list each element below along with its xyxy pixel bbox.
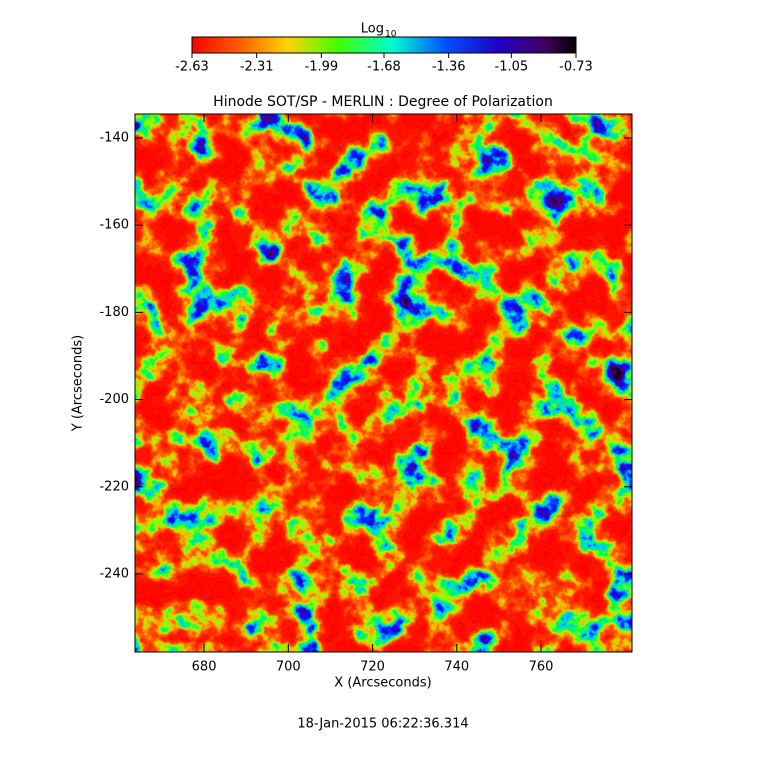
colorbar-label: Log xyxy=(361,22,384,37)
colorbar-tick-label: -1.36 xyxy=(432,60,466,75)
x-axis-label: X (Arcseconds) xyxy=(334,676,431,691)
colorbar xyxy=(191,36,577,54)
y-tick-label: -240 xyxy=(99,566,129,581)
y-axis-label: Y (Arcseconds) xyxy=(71,335,86,432)
chart-title: Hinode SOT/SP - MERLIN : Degree of Polar… xyxy=(213,94,553,110)
polarization-map xyxy=(135,114,632,652)
plot-frame xyxy=(134,113,633,653)
x-tick-label: 720 xyxy=(360,660,385,675)
y-tick-label: -220 xyxy=(99,479,129,494)
colorbar-tick-label: -1.99 xyxy=(305,60,339,75)
colorbar-tick-label: -2.31 xyxy=(240,60,274,75)
y-tick-label: -180 xyxy=(99,305,129,320)
y-tick-label: -200 xyxy=(99,392,129,407)
colorbar-tick-label: -1.05 xyxy=(495,60,529,75)
colorbar-tick-label: -0.73 xyxy=(559,60,593,75)
x-tick-label: 680 xyxy=(192,660,217,675)
colorbar-tick-label: -2.63 xyxy=(175,60,209,75)
y-tick-label: -160 xyxy=(99,218,129,233)
x-tick-label: 740 xyxy=(444,660,469,675)
colorbar-label-subscript: 10 xyxy=(385,30,397,40)
colorbar-tick-label: -1.68 xyxy=(367,60,401,75)
footer-timestamp: 18-Jan-2015 06:22:36.314 xyxy=(297,717,468,732)
x-tick-label: 760 xyxy=(529,660,554,675)
x-tick-label: 700 xyxy=(276,660,301,675)
y-tick-label: -140 xyxy=(99,130,129,145)
